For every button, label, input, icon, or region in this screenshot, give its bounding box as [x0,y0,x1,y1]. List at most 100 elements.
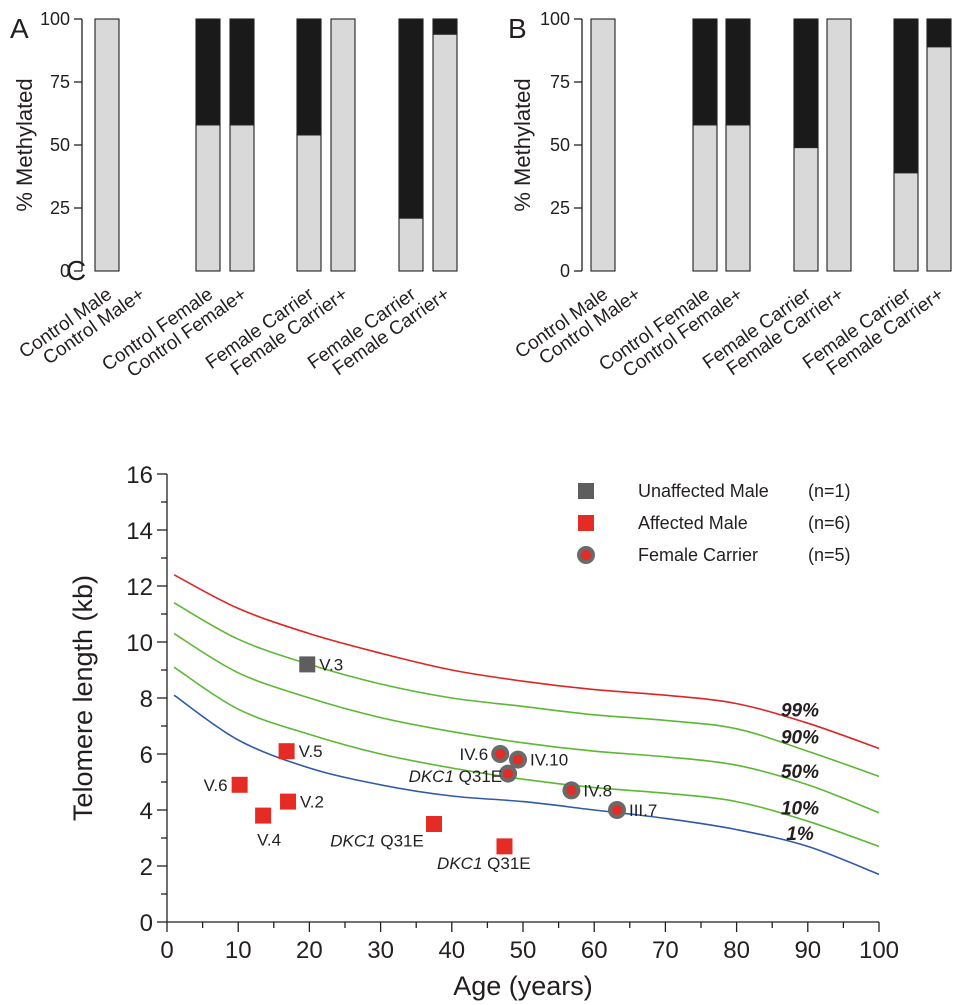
bar-methylated-segment [893,18,919,174]
mutation-gene: DKC1 [330,831,375,850]
y-tick-label: 12 [126,574,153,601]
legend-affected-square-icon [578,515,594,531]
y-axis-label: Telomere length (kb) [68,575,98,821]
percentile-label: 50% [781,762,819,783]
x-tick-label: 70 [652,937,679,964]
bar-methylated-segment [229,18,255,126]
bar-unmethylated-segment [926,46,952,272]
y-tick-label: 25 [50,198,70,218]
x-tick-label: 0 [160,937,173,964]
y-tick-label: 6 [140,742,153,769]
x-tick-label: 10 [225,937,252,964]
bar-methylated-segment [432,18,458,35]
female-carrier-point [503,768,514,779]
mutation-gene: DKC1 [437,854,482,873]
bar-methylated-segment [692,18,718,126]
y-axis-label: % Methylated [12,78,37,211]
bar-unmethylated-segment [330,18,356,272]
y-tick-label: 75 [550,72,570,92]
legend-label: Affected Male [638,513,748,533]
x-axis-label: Age (years) [453,971,593,1001]
bar-unmethylated-segment [94,18,120,272]
bar-unmethylated-segment [826,18,852,272]
point-label: IV.8 [583,781,612,800]
legend-label: Unaffected Male [638,481,769,501]
y-tick-label: 50 [50,135,70,155]
x-tick-label: 80 [723,937,750,964]
affected-male-point [231,776,248,793]
affected-male-point [496,838,513,855]
point-label: IV.10 [530,751,568,770]
percentile-curve-99 [173,574,880,750]
bar-unmethylated-segment [195,124,221,272]
affected-male-point [426,816,442,832]
bar-unmethylated-segment [296,134,322,272]
y-tick-label: 25 [550,198,570,218]
point-label: V.2 [300,793,324,812]
legend-count: (n=6) [808,513,851,533]
mutation-name: Q31E [380,831,423,850]
point-label: V.5 [299,742,323,761]
y-axis-label: % Methylated [510,78,535,211]
bar-methylated-segment [793,18,819,149]
legend-count: (n=5) [808,545,851,565]
percentile-label: 10% [781,798,819,819]
y-tick-label: 16 [126,462,153,489]
point-label: III.7 [629,801,657,820]
affected-male-point [255,807,272,824]
legend-carrier-core-icon [581,550,591,560]
bar-methylated-segment [296,18,322,136]
percentile-label: 1% [786,824,814,845]
y-tick-label: 0 [60,261,70,281]
legend-unaffected-square-icon [578,483,594,499]
y-tick-label: 100 [540,9,570,29]
mutation-annotation: DKC1 Q31E [330,831,424,850]
mutation-name: Q31E [487,854,530,873]
y-tick-label: 2 [140,854,153,881]
panel-a-letter: A [10,13,29,44]
y-tick-label: 10 [126,630,153,657]
bar-unmethylated-segment [725,124,751,272]
affected-male-point [278,743,295,760]
percentile-label: 99% [781,700,819,721]
x-tick-label: 90 [794,937,821,964]
bar-methylated-segment [398,18,424,219]
affected-male-point [280,793,297,810]
unaffected-male-point [299,656,316,673]
percentile-curve-10 [173,666,880,848]
x-tick-label: 40 [438,937,465,964]
bar-methylated-segment [725,18,751,126]
y-tick-label: 75 [50,72,70,92]
panel-b-letter: B [508,13,527,44]
bar-unmethylated-segment [692,124,718,272]
bar-unmethylated-segment [398,217,424,272]
legend-label: Female Carrier [638,545,758,565]
point-label: IV.6 [460,745,489,764]
panel-c-letter: C [66,255,86,286]
x-tick-label: 60 [581,937,608,964]
point-label: V.4 [257,831,281,850]
mutation-name: Q31E [459,767,502,786]
mutation-gene: DKC1 [409,767,454,786]
bar-methylated-segment [195,18,221,126]
percentile-curve-50 [173,632,880,814]
y-tick-label: 100 [40,9,70,29]
percentile-label: 90% [781,728,819,749]
female-carrier-point [611,805,622,815]
mutation-annotation: DKC1 Q31E [437,854,531,873]
y-tick-label: 8 [140,686,153,713]
female-carrier-point [566,785,577,796]
y-tick-label: 0 [560,261,570,281]
panel-c-telomere-chart: C 0 2 4 6 8 10 12 14 16 0 10 20 30 40 50 60 70 80 90 100 Age… [66,255,899,1001]
percentile-curve-1 [173,694,880,876]
bar-unmethylated-segment [590,18,616,272]
y-tick-label: 4 [140,798,153,825]
bar-unmethylated-segment [229,124,255,272]
bar-unmethylated-segment [432,33,458,272]
y-tick-label: 14 [126,518,153,545]
y-tick-label: 0 [140,910,153,937]
x-tick-label: 100 [859,937,899,964]
x-tick-label: 30 [367,937,394,964]
